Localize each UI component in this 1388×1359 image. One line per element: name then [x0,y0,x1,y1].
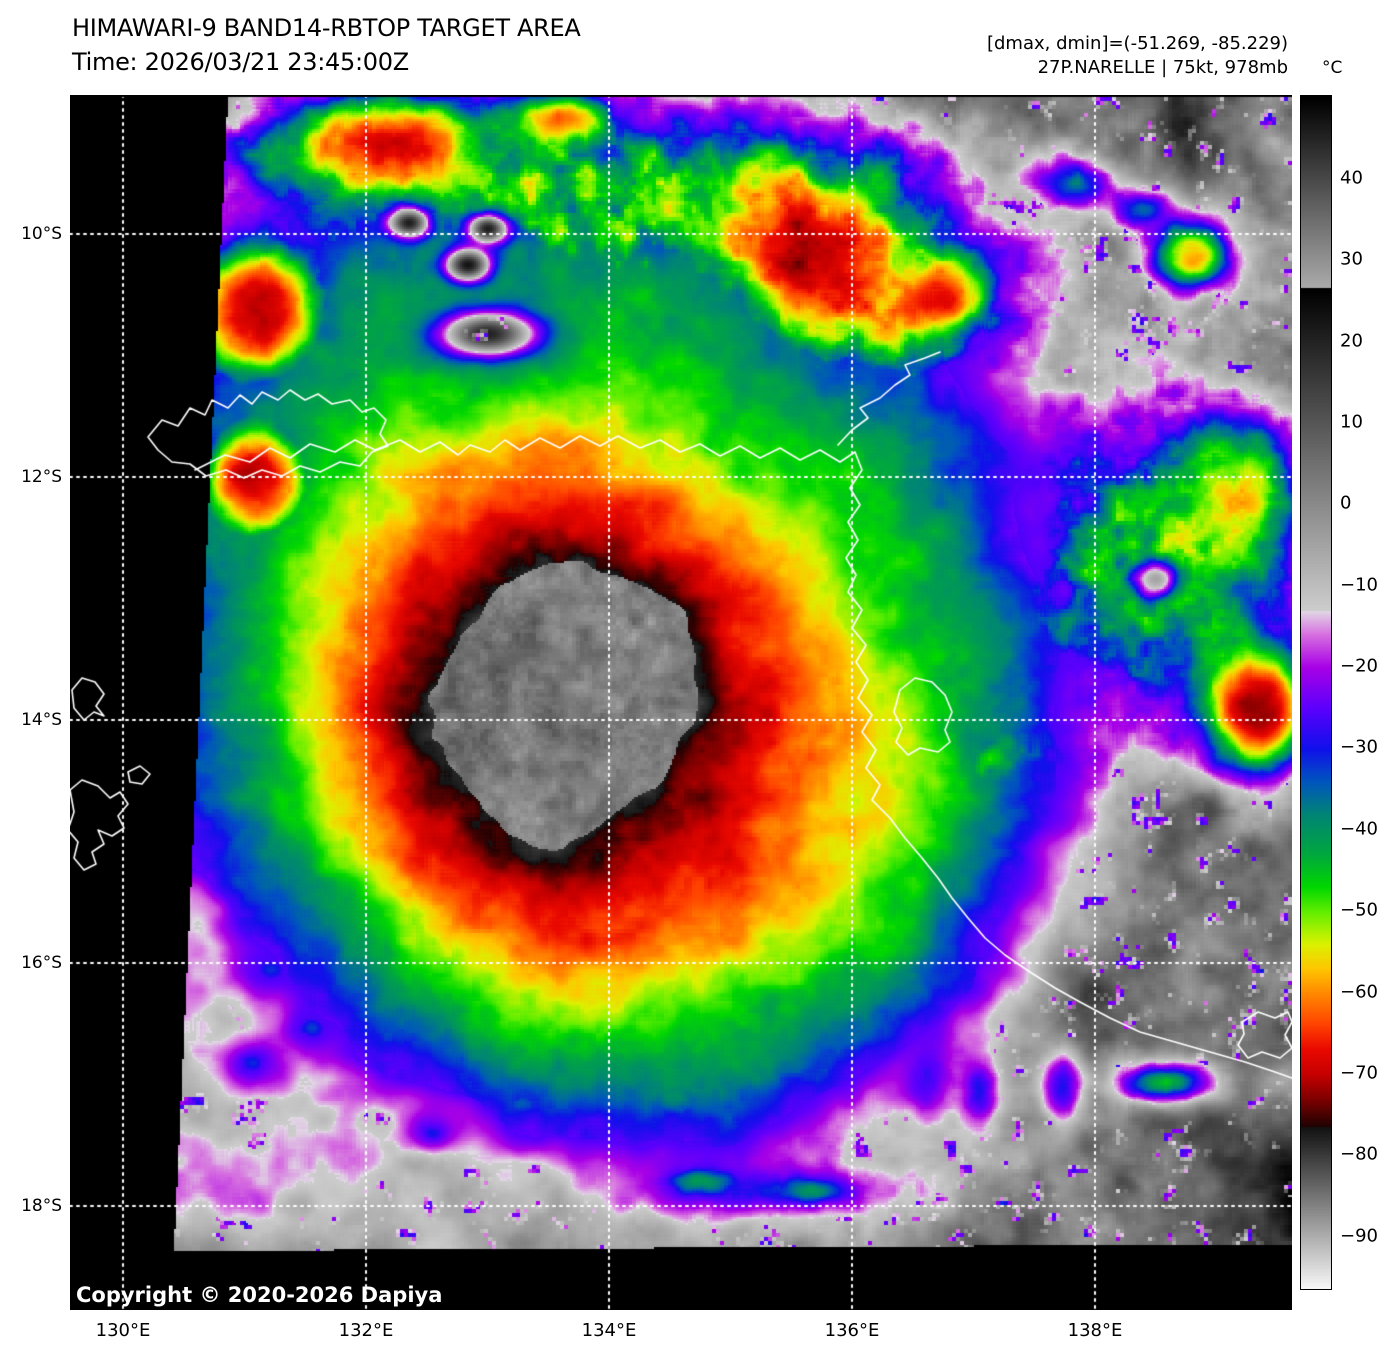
lat-label: 10°S [21,224,62,244]
colorbar-tick-label: 10 [1340,411,1363,433]
colorbar-tick-label: 40 [1340,167,1363,189]
lat-label: 14°S [21,710,62,730]
dmax-dmin-readout: [dmax, dmin]=(-51.269, -85.229) [986,33,1288,54]
colorbar-gradient [1300,95,1332,1290]
colorbar-tick-label: 0 [1340,492,1352,514]
colorbar-tick-label: −60 [1340,981,1378,1002]
colorbar-tick-label: −80 [1340,1143,1378,1165]
timestamp: Time: 2026/03/21 23:45:00Z [72,48,409,76]
colorbar-unit-label: °C [1322,58,1343,78]
colorbar-tick-label: 30 [1340,248,1363,270]
colorbar-tick-label: 20 [1340,330,1363,352]
colorbar-tick-label: −30 [1340,736,1378,758]
colorbar-tick-label: −40 [1340,818,1378,840]
lat-label: 12°S [21,467,62,487]
colorbar-tick-label: −10 [1340,574,1378,596]
lon-label: 138°E [1067,1320,1123,1341]
lon-label: 134°E [581,1320,637,1341]
colorbar-tick-label: −50 [1340,899,1378,921]
lat-label: 18°S [21,1196,62,1216]
colorbar-tick-label: −70 [1340,1062,1378,1084]
colorbar-tick-label: −20 [1340,655,1378,677]
colorbar-tick-label: −90 [1340,1225,1378,1247]
satellite-map-image [70,95,1292,1310]
copyright-text: Copyright © 2020-2026 Dapiya [76,1283,443,1307]
storm-id-intensity: 27P.NARELLE | 75kt, 978mb [1037,57,1288,78]
storm-info-block: [dmax, dmin]=(-51.269, -85.229) 27P.NARE… [987,33,1288,78]
lon-label: 136°E [824,1320,880,1341]
page-title: HIMAWARI-9 BAND14-RBTOP TARGET AREA [72,14,581,42]
lon-label: 132°E [338,1320,394,1341]
title-block: HIMAWARI-9 BAND14-RBTOP TARGET AREA Time… [72,14,581,76]
lon-label: 130°E [95,1320,151,1341]
lat-label: 16°S [21,953,62,973]
